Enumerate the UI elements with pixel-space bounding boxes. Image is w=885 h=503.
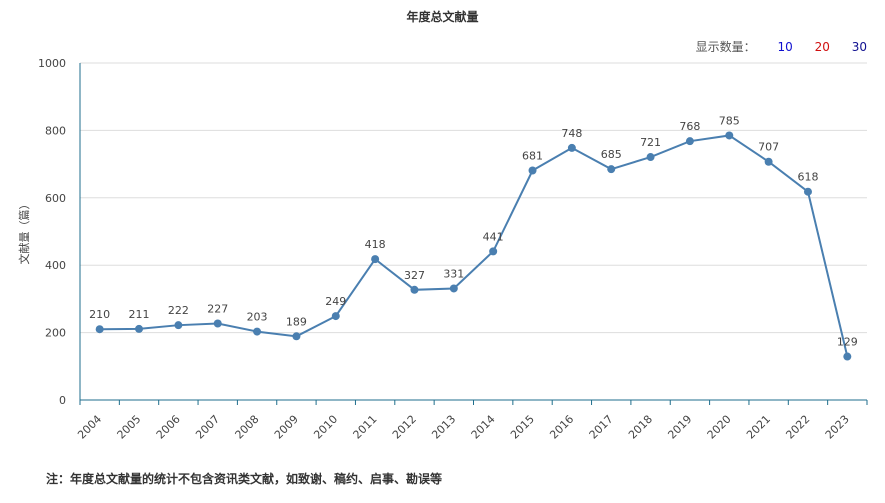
x-tick-label: 2010 [311,413,340,442]
display-count-option-10[interactable]: 10 [777,40,793,54]
data-point [607,165,616,174]
data-point [843,352,852,361]
data-point [646,153,655,162]
data-point [567,143,576,152]
data-label: 685 [601,148,622,161]
x-tick-label: 2005 [114,413,143,442]
data-point [135,324,144,333]
data-label: 211 [129,308,150,321]
data-label: 681 [522,150,543,163]
data-point [253,327,262,336]
x-tick-label: 2016 [547,413,576,442]
series-line [99,134,849,357]
data-point [410,285,419,294]
data-label: 785 [719,114,740,127]
display-count-option-30[interactable]: 30 [851,40,867,54]
x-tick-label: 2023 [823,413,852,442]
data-point [764,157,773,166]
display-count-control: 显示数量： 10 20 30 [696,38,867,55]
x-tick-label: 2007 [193,413,222,442]
x-tick-label: 2015 [508,413,537,442]
data-label: 227 [207,303,228,316]
x-tick-label: 2022 [783,413,812,442]
x-tick-label: 2014 [469,413,498,442]
data-label: 189 [286,315,307,328]
chart-title: 年度总文献量 [406,10,479,24]
x-tick-label: 2006 [154,413,183,442]
data-label: 210 [89,308,110,321]
data-label: 129 [837,336,858,349]
y-tick-label: 200 [45,327,66,340]
x-tick-label: 2009 [272,413,301,442]
data-point [292,332,301,341]
y-tick-label: 800 [45,124,66,137]
data-point [371,255,380,264]
data-point [95,325,104,334]
data-label: 441 [483,230,504,243]
display-count-label: 显示数量： [695,40,756,54]
y-tick-label: 1000 [38,57,66,70]
data-label: 203 [247,311,268,324]
data-point [331,312,340,321]
footnote: 注：年度总文献量的统计不包含资讯类文献，如致谢、稿约、启事、勘误等 [46,472,443,486]
data-label: 721 [640,136,661,149]
x-tick-label: 2004 [75,413,104,442]
y-tick-label: 600 [45,192,66,205]
data-point [489,247,498,256]
y-tick-label: 0 [59,394,66,407]
data-point [449,284,458,293]
display-count-option-20[interactable]: 20 [814,40,830,54]
data-point [685,137,694,146]
x-tick-label: 2012 [390,413,419,442]
data-label: 249 [325,295,346,308]
data-point [213,319,222,328]
data-label: 707 [758,141,779,154]
x-tick-label: 2013 [429,413,458,442]
data-label: 618 [797,171,818,184]
data-label: 768 [679,120,700,133]
x-tick-label: 2018 [626,413,655,442]
data-point [528,166,537,175]
data-label: 222 [168,304,189,317]
data-label: 748 [561,127,582,140]
data-label: 418 [365,238,386,251]
y-axis-label: 文献量（篇） [17,199,31,265]
x-tick-label: 2020 [705,413,734,442]
y-tick-label: 400 [45,259,66,272]
x-tick-label: 2021 [744,413,773,442]
data-point [174,321,183,330]
data-label: 331 [443,267,464,280]
x-tick-label: 2011 [351,413,380,442]
data-point [803,187,812,196]
data-point [725,131,734,140]
x-tick-label: 2019 [665,413,694,442]
data-label: 327 [404,269,425,282]
x-tick-label: 2017 [587,413,616,442]
x-tick-label: 2008 [233,413,262,442]
